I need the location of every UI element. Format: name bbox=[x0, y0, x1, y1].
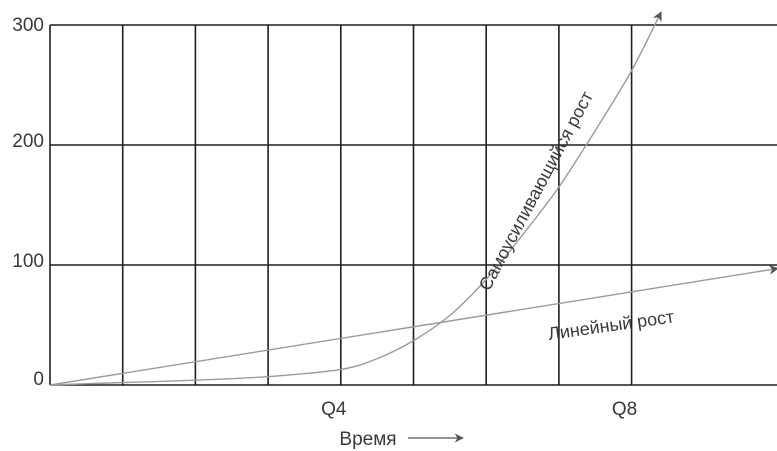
y-tick-label: 100 bbox=[12, 251, 44, 272]
x-tick-label: Q4 bbox=[321, 399, 347, 420]
y-tick-label: 300 bbox=[12, 15, 44, 36]
x-tick-label: Q8 bbox=[612, 399, 637, 420]
y-tick-label: 200 bbox=[12, 131, 44, 152]
series-line-0 bbox=[49, 265, 777, 386]
grid bbox=[49, 24, 777, 386]
series-lines bbox=[49, 11, 777, 386]
exponential-growth-label: Самоусиливающийся рост bbox=[475, 88, 597, 294]
y-tick-labels: 0 100 200 300 bbox=[12, 15, 44, 390]
x-tick-labels: Q4 Q8 bbox=[321, 399, 637, 420]
x-axis-label: Время bbox=[339, 429, 396, 450]
linear-growth-label: Линейный рост bbox=[547, 306, 676, 343]
series-line-1 bbox=[49, 11, 662, 386]
y-tick-label: 0 bbox=[33, 369, 44, 390]
